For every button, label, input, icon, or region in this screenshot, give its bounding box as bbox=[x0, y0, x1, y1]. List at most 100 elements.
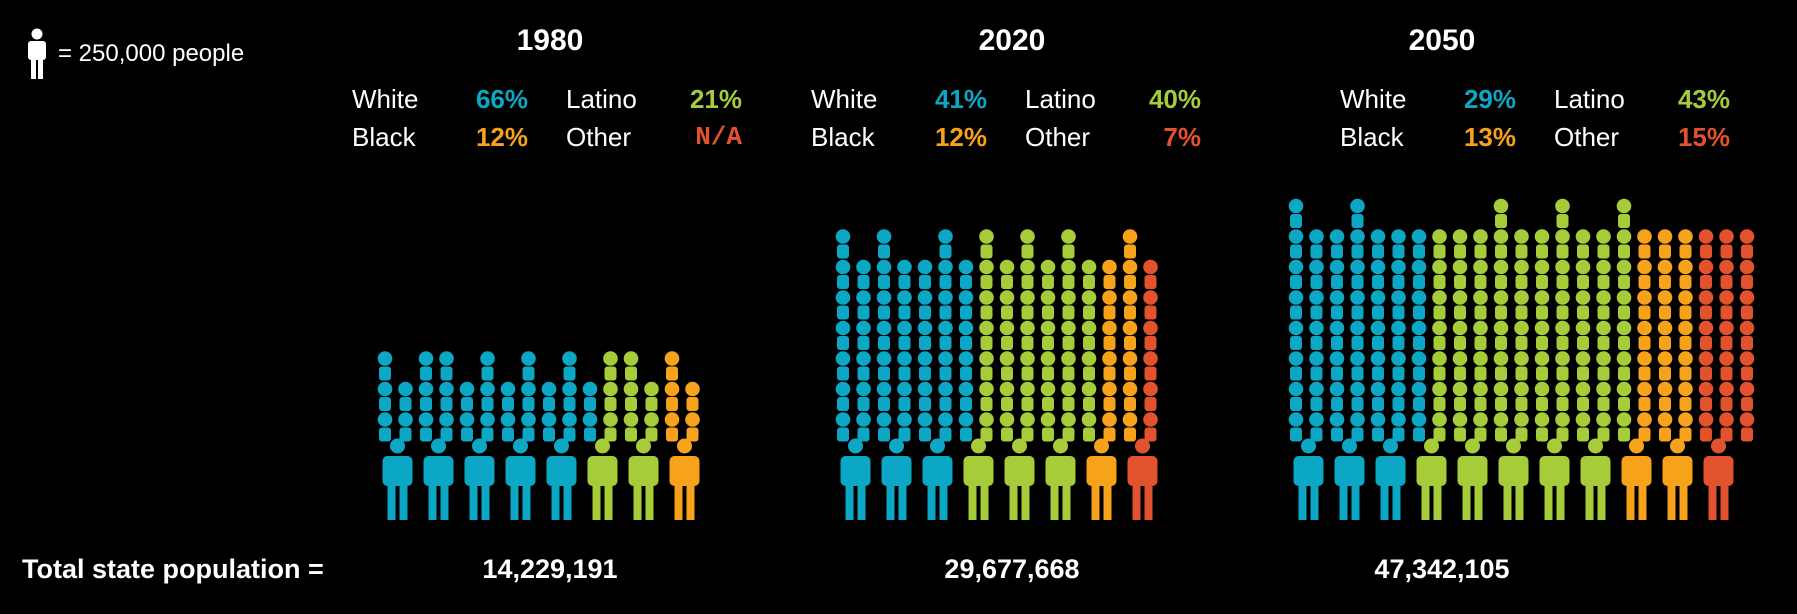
person-head bbox=[1739, 412, 1755, 442]
stat-label-black: Black bbox=[811, 122, 875, 152]
person-head bbox=[1719, 351, 1734, 381]
person-head bbox=[1514, 381, 1529, 411]
person-figure bbox=[1703, 438, 1734, 520]
total-population-1980: 14,229,191 bbox=[482, 554, 618, 584]
stat-value-black: 12% bbox=[934, 122, 987, 152]
person-head bbox=[1719, 290, 1734, 320]
person-head bbox=[1309, 229, 1324, 259]
person-head bbox=[1411, 259, 1427, 289]
person-head bbox=[1391, 320, 1406, 350]
person-head bbox=[644, 381, 659, 411]
person-head bbox=[1102, 351, 1117, 381]
person-head bbox=[1719, 229, 1734, 259]
person-head bbox=[876, 229, 892, 259]
person-head bbox=[999, 320, 1015, 350]
person-head bbox=[1309, 412, 1324, 442]
person-figure bbox=[382, 438, 413, 520]
person-head bbox=[1122, 351, 1138, 381]
person-head bbox=[1534, 259, 1550, 289]
stat-label-latino: Latino bbox=[1025, 84, 1096, 114]
person-head bbox=[1596, 320, 1611, 350]
person-head bbox=[1514, 320, 1529, 350]
person-head bbox=[1040, 320, 1056, 350]
person-head bbox=[1698, 412, 1714, 442]
person-head bbox=[1102, 320, 1117, 350]
person-head bbox=[1122, 259, 1138, 289]
person-head bbox=[1678, 381, 1693, 411]
person-head bbox=[1678, 412, 1693, 442]
person-head bbox=[1473, 320, 1488, 350]
person-head bbox=[1040, 412, 1056, 442]
person-head bbox=[1555, 412, 1570, 442]
person-head bbox=[938, 259, 953, 289]
person-head bbox=[1350, 351, 1365, 381]
person-head bbox=[1061, 381, 1076, 411]
person-head bbox=[1061, 320, 1076, 350]
person-head bbox=[1678, 290, 1693, 320]
person-head bbox=[480, 412, 495, 442]
person-head bbox=[938, 412, 953, 442]
person-head bbox=[1657, 381, 1673, 411]
person-head bbox=[1719, 412, 1734, 442]
person-head bbox=[897, 290, 912, 320]
person-head bbox=[1288, 259, 1304, 289]
person-head bbox=[958, 320, 974, 350]
panel-title-1980: 1980 bbox=[516, 24, 584, 57]
stat-value-latino: 40% bbox=[1148, 84, 1201, 114]
person-head bbox=[958, 381, 974, 411]
stat-value-other: 15% bbox=[1677, 122, 1730, 152]
person-head bbox=[1432, 351, 1447, 381]
person-head bbox=[1370, 229, 1386, 259]
person-head bbox=[917, 290, 933, 320]
person-figure bbox=[1045, 438, 1076, 520]
person-head bbox=[582, 381, 598, 411]
person-head bbox=[1657, 320, 1673, 350]
person-head bbox=[1575, 381, 1591, 411]
person-head bbox=[1698, 259, 1714, 289]
person-head bbox=[979, 320, 994, 350]
person-head bbox=[856, 259, 871, 289]
person-head bbox=[1122, 320, 1138, 350]
person-head bbox=[1020, 320, 1035, 350]
person-head bbox=[1452, 290, 1468, 320]
person-head bbox=[876, 290, 892, 320]
person-head bbox=[521, 412, 536, 442]
person-head bbox=[917, 412, 933, 442]
person-head bbox=[500, 412, 516, 442]
person-head bbox=[1288, 351, 1304, 381]
person-head bbox=[1596, 259, 1611, 289]
person-head bbox=[685, 412, 700, 442]
person-head bbox=[1432, 412, 1447, 442]
person-head bbox=[1637, 381, 1652, 411]
total-population-2050: 47,342,105 bbox=[1374, 554, 1510, 584]
stat-value-black: 12% bbox=[475, 122, 528, 152]
person-head bbox=[1081, 259, 1097, 289]
stat-value-latino: 21% bbox=[689, 84, 742, 114]
person-head bbox=[1432, 259, 1447, 289]
person-head bbox=[835, 320, 851, 350]
person-head bbox=[917, 351, 933, 381]
person-head bbox=[1473, 259, 1488, 289]
total-population-2020: 29,677,668 bbox=[944, 554, 1080, 584]
person-head bbox=[1309, 320, 1324, 350]
person-head bbox=[1493, 290, 1509, 320]
person-head bbox=[1061, 229, 1076, 259]
person-head bbox=[1657, 259, 1673, 289]
person-head bbox=[1657, 412, 1673, 442]
person-head bbox=[876, 412, 892, 442]
person-head bbox=[979, 351, 994, 381]
person-head bbox=[917, 381, 933, 411]
person-head bbox=[1350, 198, 1365, 228]
person-head bbox=[1739, 381, 1755, 411]
person-head bbox=[1329, 320, 1345, 350]
person-head bbox=[1493, 351, 1509, 381]
person-head bbox=[897, 320, 912, 350]
person-head bbox=[1534, 229, 1550, 259]
person-head bbox=[1637, 412, 1652, 442]
person-head bbox=[1143, 351, 1158, 381]
person-head bbox=[1040, 290, 1056, 320]
person-head bbox=[1555, 290, 1570, 320]
person-head bbox=[999, 351, 1015, 381]
person-head bbox=[1370, 412, 1386, 442]
person-head bbox=[623, 412, 639, 442]
